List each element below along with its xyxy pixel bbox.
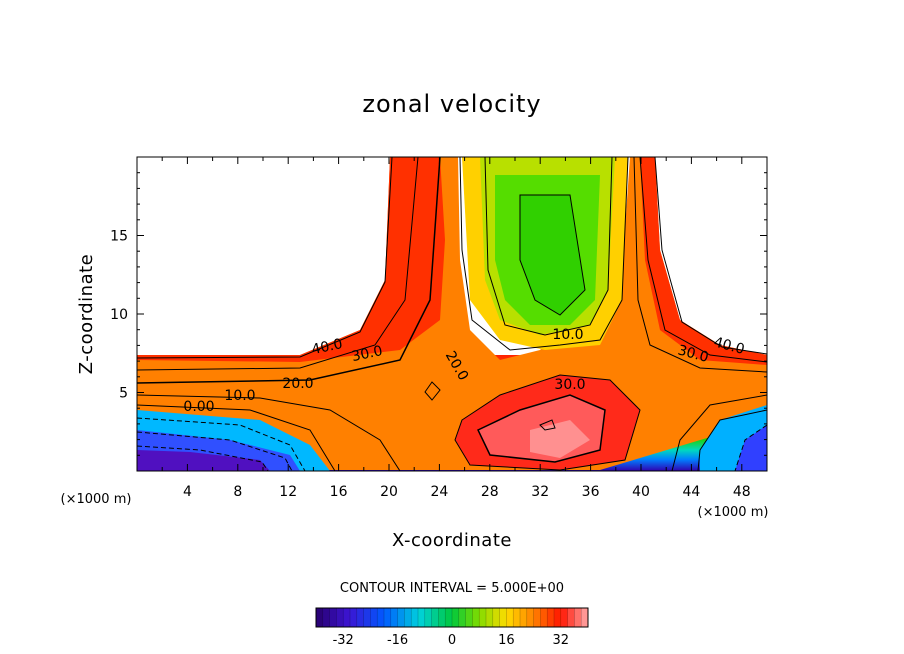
colorbar-swatch — [445, 608, 453, 627]
contour-label: 20.0 — [282, 376, 313, 392]
y-tick-label: 15 — [110, 229, 128, 245]
colorbar-swatch — [479, 608, 487, 627]
x-tick-label: 32 — [531, 484, 549, 500]
colorbar-swatch — [384, 608, 392, 627]
contour-label: 40.0 — [712, 334, 746, 358]
colorbar-swatch — [343, 608, 351, 627]
x-axis-label: X-coordinate — [392, 530, 512, 551]
contour-label: 30.0 — [676, 342, 710, 366]
colorbar-tick-label: 0 — [448, 633, 456, 648]
colorbar-swatch — [431, 608, 439, 627]
colorbar-swatch — [350, 608, 358, 627]
colorbar-swatch — [533, 608, 541, 627]
colorbar-tick-label: -16 — [387, 633, 408, 648]
colorbar-swatch — [486, 608, 494, 627]
contour-label: 10.0 — [552, 327, 583, 343]
colorbar-frame — [315, 607, 589, 628]
x-tick-label: 4 — [183, 484, 192, 500]
colorbar-swatch — [424, 608, 433, 627]
colorbar-swatch — [370, 608, 378, 627]
colorbar-ticks: -32 -16 0 16 32 — [333, 633, 569, 648]
colorbar-swatch — [418, 608, 426, 627]
colorbar-swatch — [377, 608, 385, 627]
colorbar-swatch — [397, 608, 405, 627]
colorbar-swatch — [322, 608, 331, 627]
colorbar-swatch — [499, 608, 507, 627]
colorbar — [315, 607, 589, 628]
colorbar-swatch — [404, 608, 412, 627]
contour-field — [137, 157, 767, 471]
colorbar-tick-label: -32 — [333, 633, 354, 648]
x-axis-ticks: 4 8 12 16 20 24 28 32 36 40 44 48 — [161, 157, 751, 500]
colorbar-swatch — [363, 608, 371, 627]
colorbar-swatch — [506, 608, 514, 627]
x-tick-label: 16 — [330, 484, 348, 500]
contour-label: 30.0 — [350, 343, 384, 365]
colorbar-swatch — [526, 608, 535, 627]
y-tick-label: 10 — [110, 307, 128, 323]
x-tick-label: 12 — [279, 484, 297, 500]
colorbar-swatch — [520, 608, 528, 627]
colorbar-swatch — [458, 608, 467, 627]
y-axis-unit: (×1000 m) — [698, 505, 769, 520]
colorbar-tick-label: 32 — [553, 633, 570, 648]
x-tick-label: 24 — [430, 484, 448, 500]
colorbar-swatch — [336, 608, 344, 627]
colorbar-swatch — [316, 608, 324, 627]
x-tick-label: 28 — [481, 484, 499, 500]
colorbar-swatch — [560, 608, 569, 627]
colorbar-swatch — [390, 608, 399, 627]
colorbar-swatch — [567, 608, 575, 627]
contour-labels: 40.0 30.0 20.0 10.0 0.00 20.0 10.0 30.0 … — [183, 327, 746, 415]
colorbar-swatch — [438, 608, 446, 627]
x-tick-label: 36 — [582, 484, 600, 500]
x-axis-unit: (×1000 m) — [61, 492, 132, 507]
contour-label: 10.0 — [224, 388, 255, 404]
contour-interval-note: CONTOUR INTERVAL = 5.000E+00 — [340, 581, 564, 596]
x-tick-label: 20 — [380, 484, 398, 500]
colorbar-swatch — [329, 608, 337, 627]
colorbar-swatch — [513, 608, 521, 627]
colorbar-swatch — [452, 608, 460, 627]
x-tick-label: 40 — [632, 484, 650, 500]
colorbar-swatch — [554, 608, 562, 627]
colorbar-swatch — [492, 608, 501, 627]
colorbar-swatch — [465, 608, 473, 627]
chart-title: zonal velocity — [362, 90, 541, 118]
colorbar-swatch — [356, 608, 365, 627]
contour-label: 0.00 — [183, 399, 214, 415]
x-tick-label: 8 — [233, 484, 242, 500]
colorbar-swatch — [581, 608, 589, 627]
y-axis-ticks: 5 10 15 — [110, 172, 767, 456]
y-tick-label: 5 — [119, 386, 128, 402]
colorbar-swatch — [547, 608, 555, 627]
contour-label: 40.0 — [310, 336, 344, 358]
x-tick-label: 44 — [682, 484, 700, 500]
y-axis-label: Z-coordinate — [76, 254, 97, 375]
colorbar-tick-label: 16 — [498, 633, 515, 648]
colorbar-swatch — [411, 608, 419, 627]
colorbar-swatch — [540, 608, 548, 627]
contour-label: 30.0 — [554, 377, 585, 393]
colorbar-swatch — [472, 608, 480, 627]
colorbar-swatch — [574, 608, 582, 627]
x-tick-label: 48 — [733, 484, 751, 500]
